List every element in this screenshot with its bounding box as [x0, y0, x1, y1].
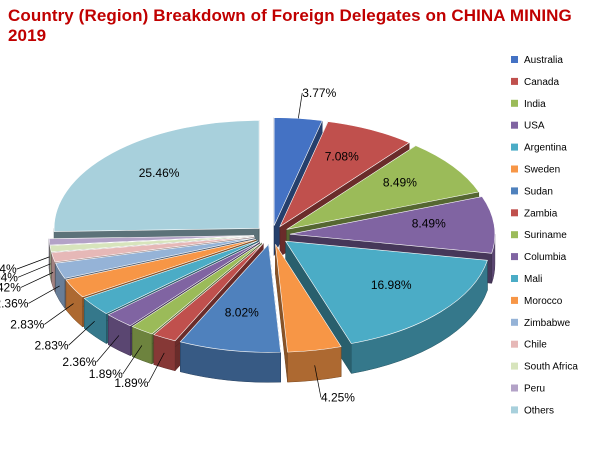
label-leader-australia	[298, 92, 303, 119]
slice-india	[286, 145, 480, 230]
pie-top-layer	[48, 117, 496, 353]
legend-swatch-zambia	[511, 209, 518, 217]
legend-label-others: Others	[524, 405, 554, 416]
legend-swatch-south-africa	[511, 362, 518, 370]
slice-south-africa	[49, 235, 255, 253]
legend-swatch-chile	[511, 340, 518, 348]
legend-label-sudan: Sudan	[524, 186, 553, 197]
data-label-india: 8.49%	[383, 176, 417, 190]
slice-australia	[273, 117, 323, 226]
label-leader-chile	[20, 272, 54, 288]
label-leader-columbia	[96, 335, 120, 363]
slice-suriname	[131, 242, 262, 335]
legend: Australia Canada India USA Argentina Sweden Su…	[511, 55, 578, 416]
legend-label-zimbabwe: Zimbabwe	[524, 318, 571, 329]
label-leader-mali	[68, 320, 95, 346]
legend-swatch-morocco	[511, 296, 518, 304]
label-leader-south-africa	[17, 263, 51, 278]
legend-swatch-sudan	[511, 187, 518, 195]
label-leader-sweden	[314, 365, 322, 398]
legend-label-south-africa: South Africa	[524, 362, 578, 373]
slice-usa	[289, 196, 496, 254]
legend-swatch-argentina	[511, 143, 518, 151]
legend-swatch-zimbabwe	[511, 318, 518, 326]
data-label-columbia: 2.36%	[62, 355, 96, 369]
legend-label-sweden: Sweden	[524, 165, 560, 176]
slice-chile	[51, 236, 255, 263]
legend-label-india: India	[524, 99, 546, 110]
legend-label-usa: USA	[524, 121, 545, 132]
slice-peru	[48, 235, 255, 246]
legend-label-peru: Peru	[524, 384, 545, 395]
legend-swatch-sweden	[511, 165, 518, 173]
legend-swatch-usa	[511, 121, 518, 129]
legend-label-australia: Australia	[524, 55, 563, 66]
legend-swatch-columbia	[511, 253, 518, 261]
legend-swatch-india	[511, 99, 518, 107]
data-label-zambia: 1.89%	[114, 376, 148, 390]
legend-label-columbia: Columbia	[524, 252, 567, 263]
slice-mali	[83, 240, 258, 314]
slice-morocco	[65, 239, 257, 298]
data-label-usa: 8.49%	[412, 217, 446, 231]
legend-swatch-mali	[511, 275, 518, 282]
legend-label-canada: Canada	[524, 77, 559, 88]
data-label-argentina: 16.98%	[371, 278, 412, 292]
data-label-australia: 3.77%	[302, 86, 336, 100]
label-leader-zambia	[148, 352, 165, 383]
slice-columbia	[107, 241, 260, 327]
data-label-peru: 0.94%	[0, 262, 17, 276]
slice-zambia	[153, 243, 264, 342]
data-label-chile: 1.42%	[0, 280, 21, 294]
data-labels: 3.77% 7.08% 8.49% 8.49% 16.98% 4.25% 8.02% 1.89…	[0, 86, 446, 405]
legend-swatch-peru	[511, 384, 518, 392]
chart-title: Country (Region) Breakdown of Foreign De…	[8, 6, 572, 45]
legend-swatch-australia	[511, 56, 518, 63]
legend-swatch-canada	[511, 77, 518, 85]
slice-sweden	[275, 244, 342, 353]
slice-argentina	[285, 240, 488, 344]
legend-label-suriname: Suriname	[524, 230, 567, 241]
legend-label-chile: Chile	[524, 340, 547, 351]
legend-label-argentina: Argentina	[524, 143, 567, 154]
slice-others	[53, 120, 260, 232]
data-label-canada: 7.08%	[325, 150, 359, 164]
data-label-suriname: 1.89%	[89, 367, 123, 381]
data-label-south-africa: 0.94%	[0, 270, 18, 284]
legend-label-morocco: Morocco	[524, 296, 563, 307]
label-leader-morocco	[44, 303, 74, 325]
data-label-sudan: 8.02%	[225, 305, 259, 319]
slice-sudan	[179, 243, 281, 353]
slice-zimbabwe	[55, 237, 255, 279]
label-leader-suriname	[122, 345, 143, 375]
data-label-zimbabwe: 2.36%	[0, 296, 29, 310]
legend-swatch-others	[511, 406, 518, 414]
data-label-sweden: 4.25%	[321, 391, 355, 405]
data-label-morocco: 2.83%	[10, 317, 44, 331]
legend-label-mali: Mali	[524, 274, 542, 285]
label-leader-zimbabwe	[28, 285, 60, 304]
label-leader-peru	[16, 256, 50, 270]
legend-label-zambia: Zambia	[524, 208, 558, 219]
data-label-others: 25.46%	[139, 166, 180, 180]
legend-swatch-suriname	[511, 231, 518, 239]
slice-canada	[279, 121, 410, 228]
data-label-mali: 2.83%	[35, 338, 69, 352]
